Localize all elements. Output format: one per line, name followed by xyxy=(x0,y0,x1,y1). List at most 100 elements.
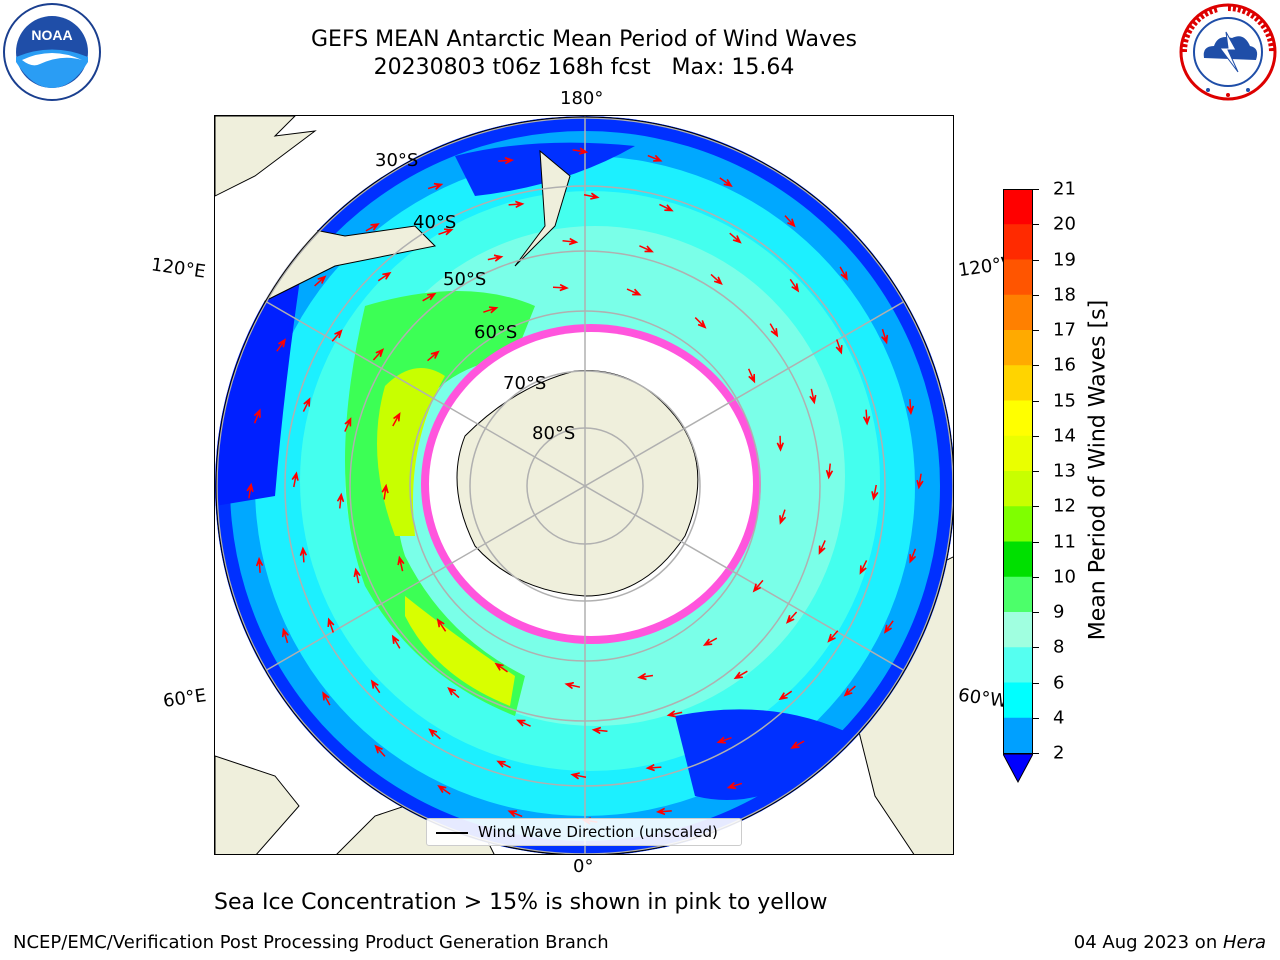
colorbar-tick-label: 11 xyxy=(1053,531,1076,552)
colorbar-tick xyxy=(1033,506,1039,508)
wind-wave-arrow xyxy=(327,617,335,633)
colorbar-tick xyxy=(1033,753,1039,754)
colorbar-tick-label: 6 xyxy=(1053,672,1065,693)
wind-wave-arrow xyxy=(785,611,798,624)
wind-wave-arrow xyxy=(344,417,352,432)
colorbar-tick-label: 16 xyxy=(1053,354,1076,376)
colorbar-segment xyxy=(1003,435,1033,472)
polar-map xyxy=(214,115,954,855)
wind-wave-arrow xyxy=(859,560,868,575)
wind-wave-arrow xyxy=(353,567,361,584)
colorbar-tick-label: 10 xyxy=(1053,566,1076,588)
wind-wave-arrow xyxy=(809,388,817,405)
colorbar-tick xyxy=(1033,471,1039,472)
colorbar-tick-label: 18 xyxy=(1053,284,1076,306)
colorbar-segment xyxy=(1003,294,1033,331)
wind-wave-arrow xyxy=(702,637,718,646)
lon-label-0: 0° xyxy=(573,856,594,877)
wind-wave-arrow xyxy=(372,348,385,361)
wind-wave-arrow xyxy=(381,483,389,500)
colorbar-tick xyxy=(1033,259,1039,261)
wind-wave-arrow xyxy=(299,546,308,563)
wind-wave-arrow xyxy=(843,685,856,697)
colorbar-tick xyxy=(1033,435,1039,437)
noaa-logo: NOAA xyxy=(3,3,101,101)
lon-label-60e: 60°E xyxy=(161,685,208,712)
colorbar-tick-label: 4 xyxy=(1053,707,1065,729)
colorbar-tick-label: 9 xyxy=(1053,601,1065,623)
colorbar-tick-label: 12 xyxy=(1053,495,1076,517)
wind-wave-arrow xyxy=(377,271,392,282)
wind-wave-arrow xyxy=(883,620,894,634)
wind-wave-arrow xyxy=(436,618,447,632)
wind-wave-arrow xyxy=(916,473,924,490)
wind-wave-arrow xyxy=(572,147,589,155)
footer-producer: NCEP/EMC/Verification Post Processing Pr… xyxy=(13,932,609,953)
colorbar-segment xyxy=(1003,471,1033,507)
colorbar-tick xyxy=(1033,224,1039,226)
legend-label: Wind Wave Direction (unscaled) xyxy=(478,823,718,841)
lon-label-60w: 60°W xyxy=(956,684,1009,713)
wind-wave-arrow xyxy=(370,679,381,694)
colorbar-segment xyxy=(1003,576,1033,613)
lon-label-180: 180° xyxy=(560,88,604,109)
wind-wave-arrow xyxy=(818,540,826,555)
wind-wave-arrow xyxy=(564,681,581,690)
land-australia-corner xyxy=(215,116,317,197)
wind-wave-arrow xyxy=(498,156,515,165)
colorbar-tick xyxy=(1033,400,1039,402)
footer-date-text: 04 Aug 2023 on xyxy=(1073,932,1223,953)
chart-subtitle: 20230803 t06z 168h fcst Max: 15.64 xyxy=(373,55,795,80)
wind-wave-arrow xyxy=(487,254,504,262)
colorbar-tick-label: 20 xyxy=(1053,213,1076,235)
wind-wave-arrow xyxy=(778,690,793,701)
colorbar-tick-label: 8 xyxy=(1053,636,1065,658)
map-legend: Wind Wave Direction (unscaled) xyxy=(426,818,742,846)
lat-label-30s: 30°S xyxy=(375,150,419,171)
wind-wave-arrow xyxy=(422,292,437,302)
wind-wave-arrow xyxy=(779,509,787,525)
colorbar-label: Mean Period of Wind Waves [s] xyxy=(1085,299,1111,641)
colorbar-tick xyxy=(1033,189,1039,190)
colorbar-tick-label: 17 xyxy=(1053,319,1076,341)
colorbar-segment xyxy=(1003,330,1033,366)
wind-wave-arrow xyxy=(336,492,345,509)
wind-wave-arrow xyxy=(906,399,915,416)
colorbar-tick-label: 19 xyxy=(1053,249,1076,270)
wind-wave-arrow xyxy=(835,339,843,355)
wind-wave-arrow xyxy=(789,278,800,293)
colorbar-tick xyxy=(1033,647,1039,649)
wind-wave-arrow xyxy=(281,627,289,644)
lat-label-80s: 80°S xyxy=(532,423,576,444)
land-new-zealand xyxy=(514,149,571,267)
wind-wave-arrow xyxy=(827,630,839,643)
colorbar-segment xyxy=(1003,541,1033,578)
wind-wave-arrow xyxy=(508,200,525,209)
wind-wave-arrow xyxy=(507,810,523,818)
colorbar-tick xyxy=(1033,541,1039,543)
wind-wave-arrow xyxy=(752,579,764,593)
wind-wave-arrow xyxy=(322,691,331,706)
wind-wave-arrow xyxy=(719,177,733,188)
lat-label-40s: 40°S xyxy=(413,212,457,233)
wind-wave-arrow xyxy=(769,323,779,338)
sea-ice-note: Sea Ice Concentration > 15% is shown in … xyxy=(214,890,828,915)
wind-wave-arrow xyxy=(483,306,499,314)
wind-wave-arrow xyxy=(437,784,451,795)
colorbar-segment xyxy=(1003,612,1033,648)
wind-wave-arrow xyxy=(647,154,663,162)
colorbar-segment xyxy=(1003,259,1033,296)
wind-wave-arrow xyxy=(397,555,405,572)
wind-wave-arrow xyxy=(583,192,600,200)
wind-wave-arrow xyxy=(255,556,264,573)
colorbar-segment xyxy=(1003,400,1033,437)
wind-wave-arrow xyxy=(552,283,569,292)
wind-wave-arrow xyxy=(626,288,642,296)
wind-wave-arrow xyxy=(253,408,261,424)
wind-wave-arrow xyxy=(645,763,662,772)
wind-wave-arrow xyxy=(494,662,508,673)
wind-wave-arrow xyxy=(909,548,917,564)
colorbar-segment xyxy=(1003,224,1033,260)
colorbar-tick xyxy=(1033,365,1039,367)
colorbar xyxy=(1003,189,1033,784)
